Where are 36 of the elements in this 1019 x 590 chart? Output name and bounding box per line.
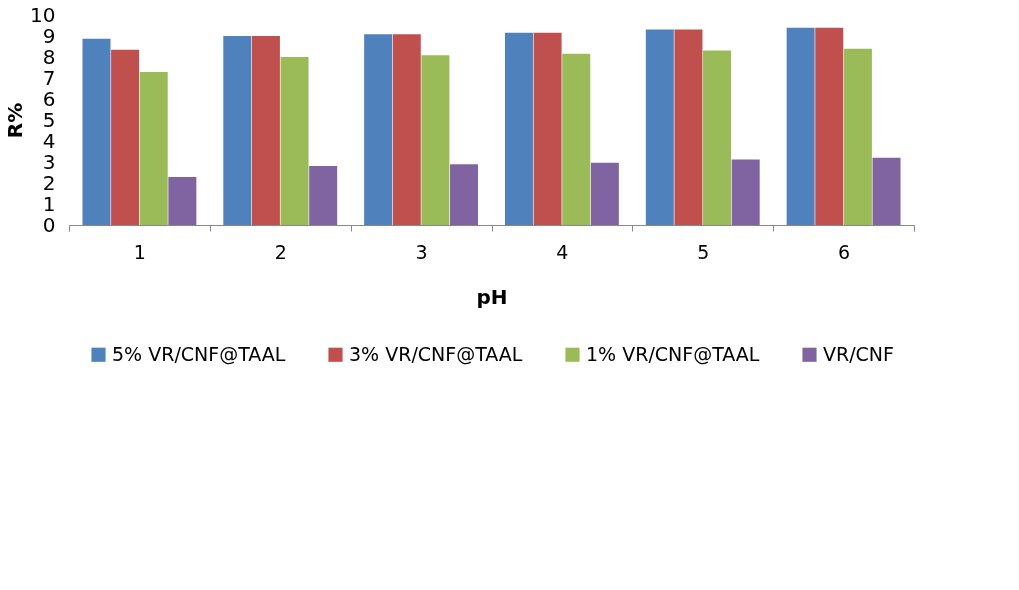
bar (562, 53, 591, 225)
legend-label: 1% VR/CNF@TAAL (586, 342, 760, 365)
bar (504, 32, 533, 225)
bar (139, 71, 168, 225)
x-tick-label: 2 (274, 240, 287, 263)
x-tick-label: 5 (697, 240, 710, 263)
legend-label: 3% VR/CNF@TAAL (349, 342, 523, 365)
bar (731, 159, 760, 225)
x-tick-label: 6 (838, 240, 851, 263)
bar (843, 48, 872, 225)
bar (815, 27, 844, 225)
legend-label: 5% VR/CNF@TAAL (112, 342, 286, 365)
x-tick-label: 3 (415, 240, 428, 263)
bar (392, 34, 421, 225)
bar (590, 162, 619, 225)
bar (364, 34, 393, 225)
bar (280, 57, 309, 225)
bar (645, 29, 674, 225)
x-tick-label: 4 (556, 240, 569, 263)
bar (703, 50, 732, 225)
bar (223, 36, 252, 225)
bar (111, 49, 140, 225)
legend-label: VR/CNF (823, 342, 895, 365)
bar (786, 27, 815, 225)
bar (251, 36, 280, 225)
bar (533, 32, 562, 225)
x-tick-label: 1 (133, 240, 146, 263)
bar (168, 177, 197, 225)
x-axis-title: pH (476, 284, 508, 309)
bar (450, 164, 479, 225)
bar (872, 157, 901, 225)
bar (674, 29, 703, 225)
y-axis-title: R% (3, 102, 28, 139)
bar (82, 38, 111, 225)
bar (309, 165, 338, 225)
bar (421, 55, 450, 225)
